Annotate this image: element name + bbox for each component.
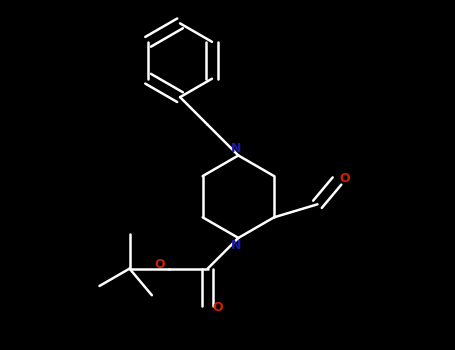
Text: O: O [339,172,350,186]
Text: N: N [231,239,241,252]
Text: N: N [231,142,241,155]
Text: O: O [155,258,165,271]
Text: O: O [212,301,222,314]
